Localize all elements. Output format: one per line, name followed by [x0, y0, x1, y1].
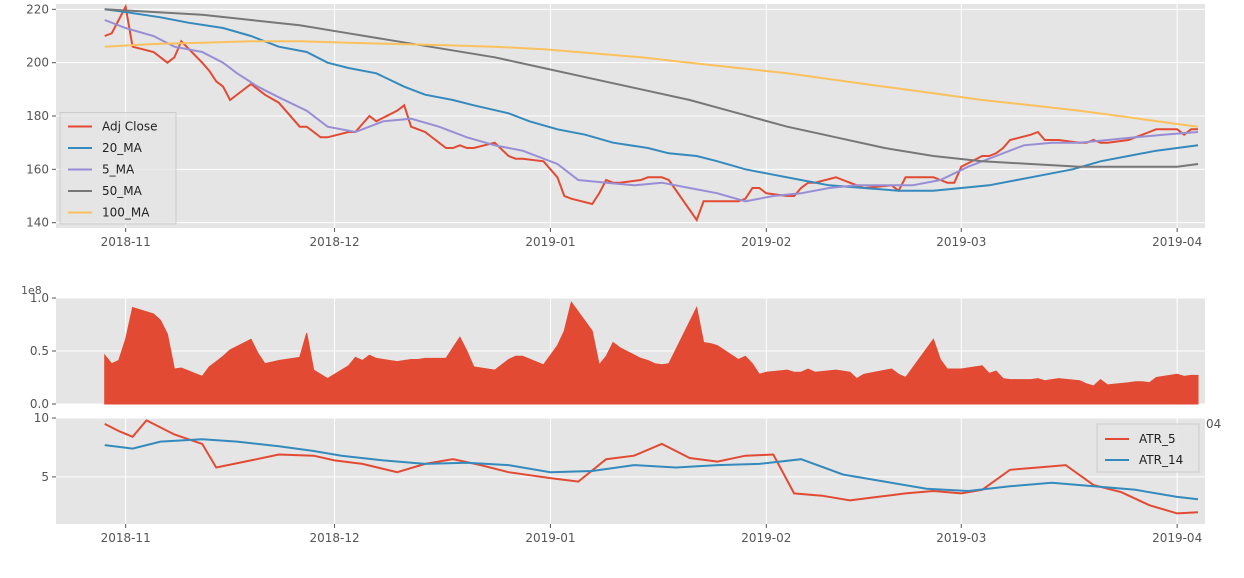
legend-label: ATR_14 — [1139, 453, 1183, 467]
x-tick-label: 2018-12 — [309, 531, 359, 545]
series-line-50-ma — [104, 8, 1199, 168]
legend-label: Adj Close — [102, 120, 157, 134]
x-tick-label: 2019-01 — [525, 235, 575, 249]
y-tick-label: 5 — [41, 470, 49, 484]
legend-label: ATR_5 — [1139, 432, 1176, 446]
x-tick-label: 2019-01 — [525, 531, 575, 545]
legend-label: 5_MA — [102, 163, 135, 177]
y-tick-label: 10 — [34, 411, 49, 425]
volume-area — [104, 301, 1199, 405]
y-offset-label: 1e8 — [21, 284, 42, 297]
plot-background — [56, 418, 1205, 524]
series-line-100-ma — [104, 40, 1199, 128]
atr-chart-panel: 2018-11 2018-12 2019-01 2019-02 2019-03 2019-… — [34, 411, 1222, 545]
y-tick-label: 1.0 — [30, 291, 49, 305]
legend-label: 20_MA — [102, 141, 143, 155]
x-tick-label: 2019-03 — [936, 531, 986, 545]
series-line-atr-5 — [104, 419, 1199, 515]
x-tick-label: 2019-04 — [1152, 531, 1202, 545]
x-tick-label: 2018-12 — [309, 235, 359, 249]
x-tick-label: 2019-02 — [741, 531, 791, 545]
legend-label: 50_MA — [102, 184, 143, 198]
x-tick-label: 2019-03 — [936, 235, 986, 249]
y-tick-label: 0.5 — [30, 344, 49, 358]
series-line-atr-14 — [104, 438, 1199, 501]
series-line-adj-close — [104, 3, 1198, 223]
y-tick-label: 0.0 — [30, 397, 49, 411]
y-tick-label: 200 — [26, 56, 49, 70]
x-tick-label: 2018-11 — [101, 235, 151, 249]
y-tick-label: 160 — [26, 162, 49, 176]
x-tick-label: 2019-02 — [741, 235, 791, 249]
legend — [1096, 423, 1200, 473]
y-tick-label: 220 — [26, 2, 49, 16]
x-tick-label: 2018-11 — [101, 531, 151, 545]
partial-x-tick-label: 04 — [1206, 417, 1221, 431]
x-tick-label: 2019-04 — [1152, 235, 1202, 249]
legend — [59, 112, 177, 225]
price-chart-panel: 2018-11 2018-12 2019-01 2019-02 2019-03 2019-… — [26, 2, 1205, 249]
y-tick-label: 180 — [26, 109, 49, 123]
series-line-5-ma — [104, 19, 1199, 203]
series-line-20-ma — [104, 8, 1199, 192]
legend-label: 100_MA — [102, 206, 150, 220]
y-tick-label: 140 — [26, 216, 49, 230]
